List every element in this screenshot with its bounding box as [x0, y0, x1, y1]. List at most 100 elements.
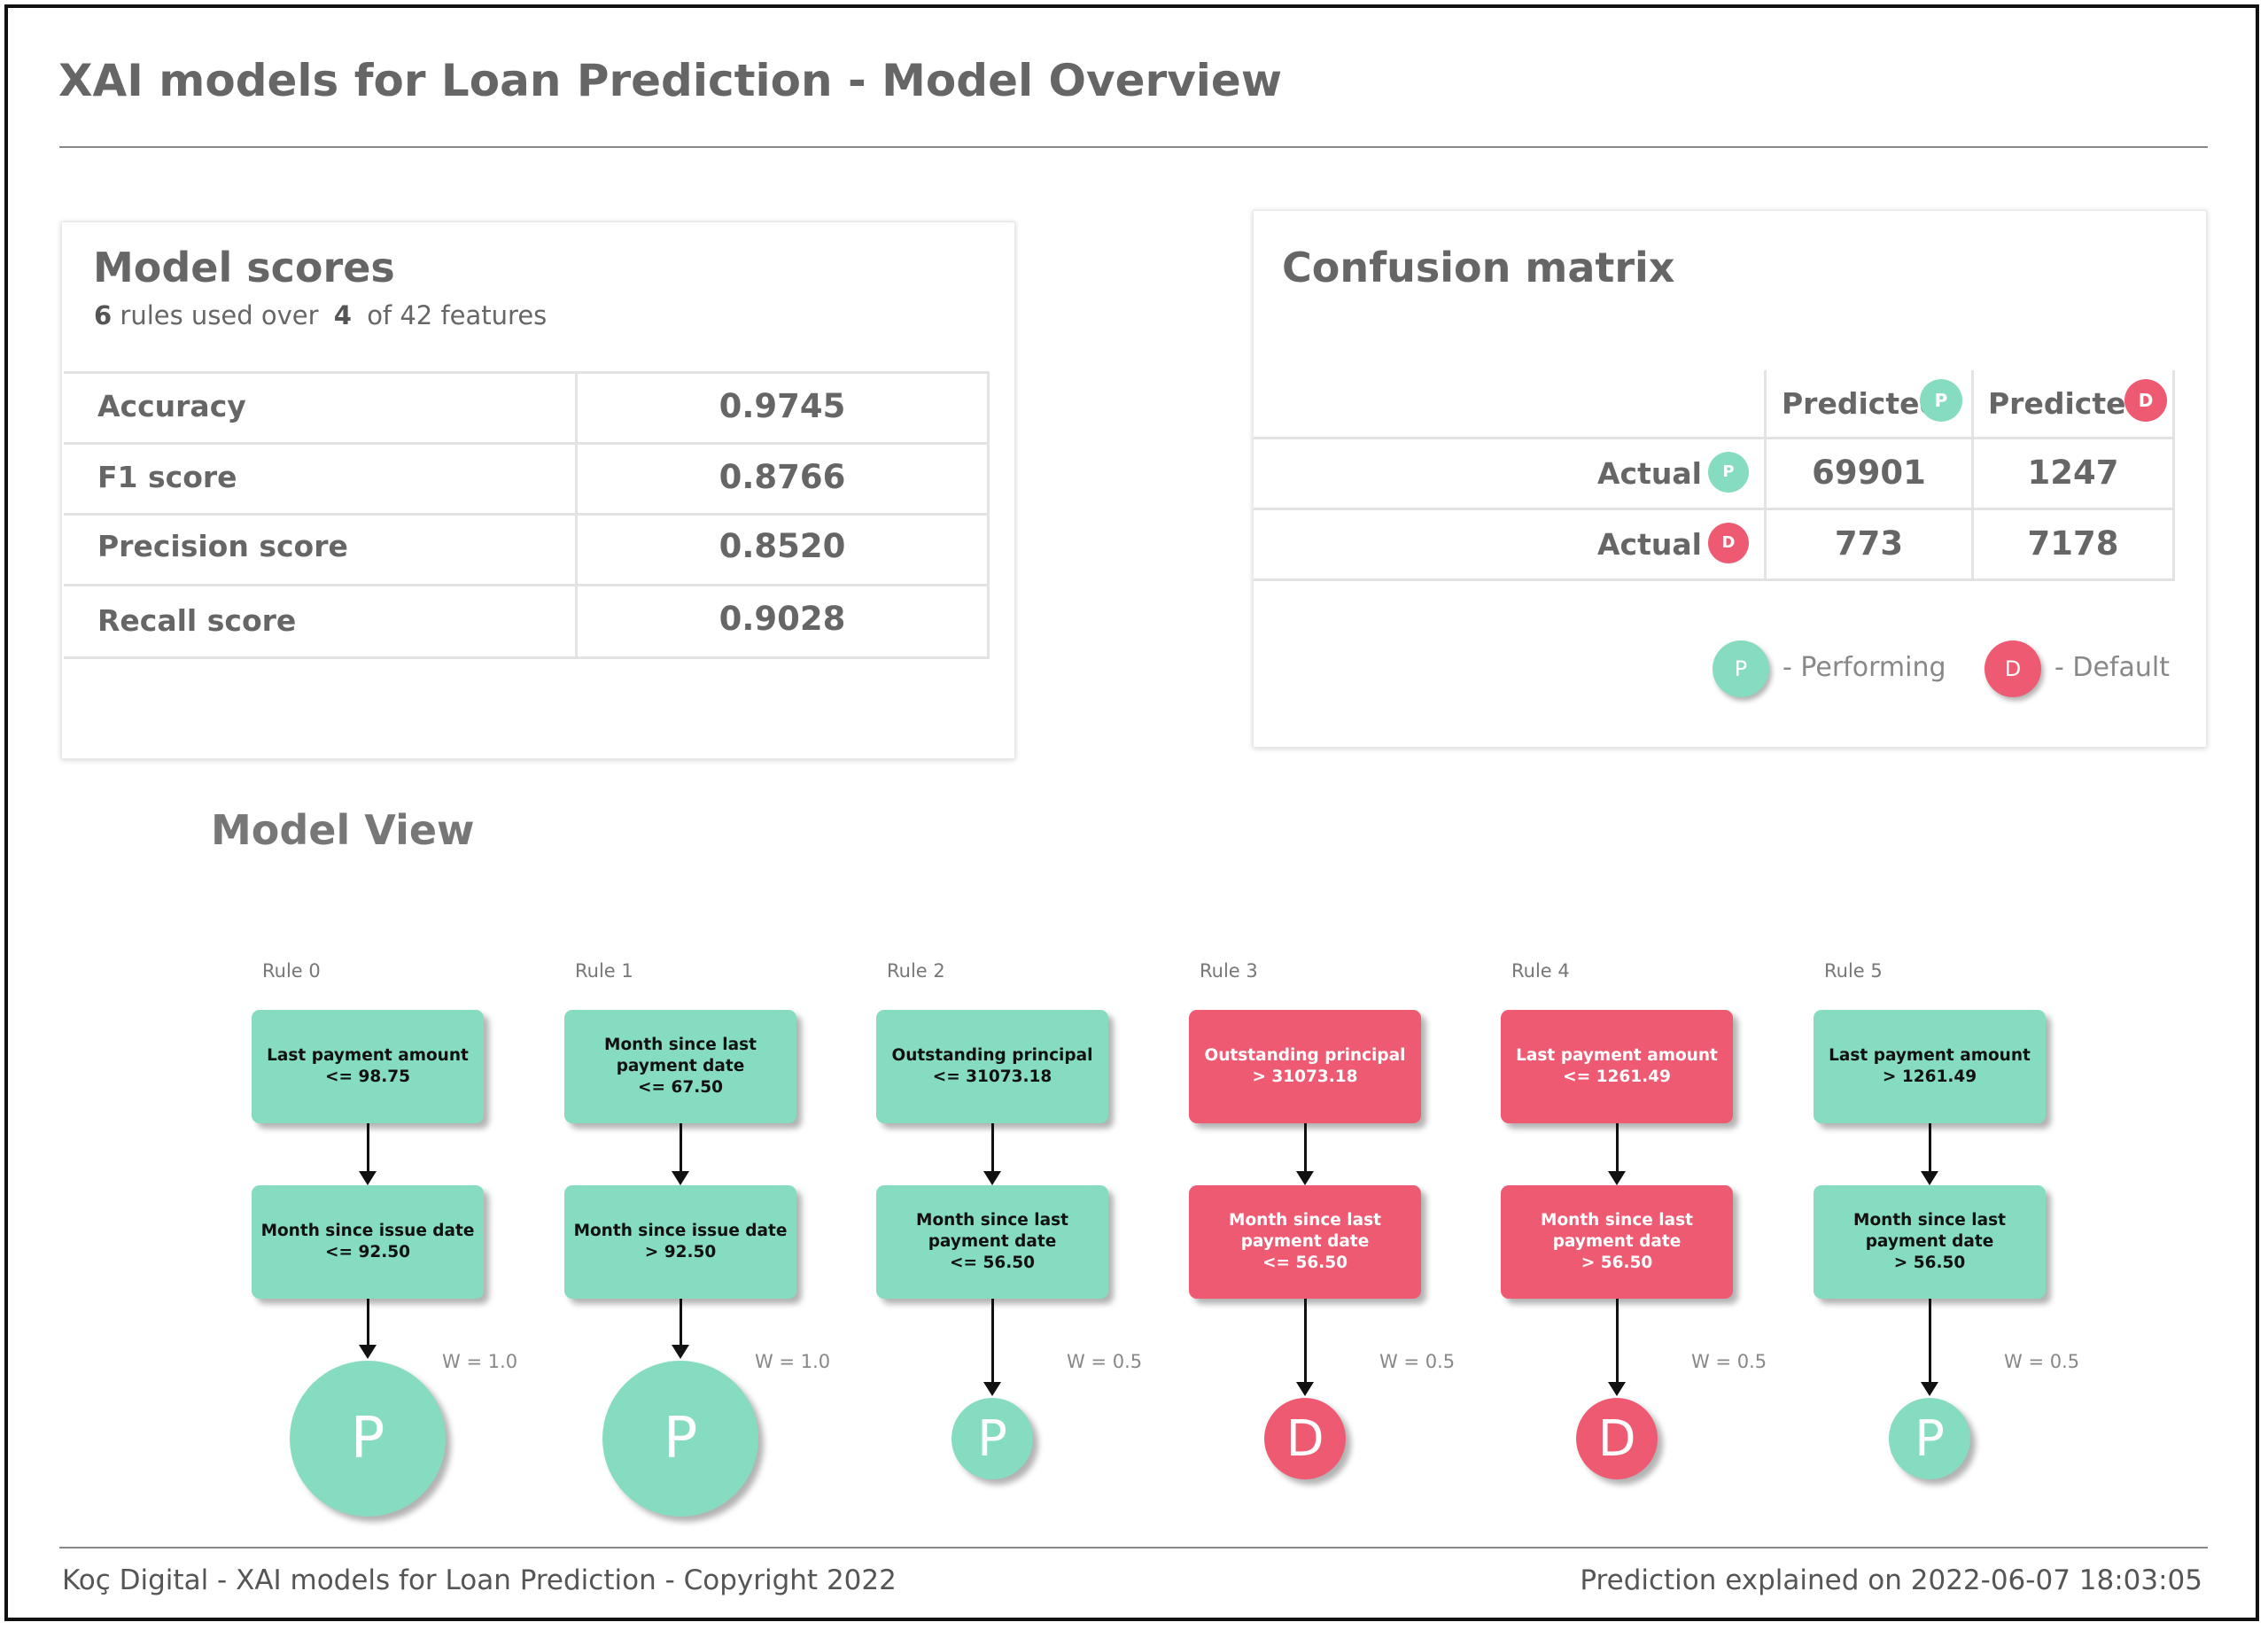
features-text: of 42 features [367, 300, 548, 330]
performing-outcome-icon: P [602, 1361, 758, 1517]
flow-arrow [990, 1299, 994, 1384]
model-scores-title: Model scores [93, 244, 395, 291]
condition-line: Month since last [1229, 1211, 1381, 1230]
default-badge-icon: D [1708, 523, 1749, 563]
matrix-cell: 773 [1834, 524, 1904, 563]
rule-condition-node: Last payment amount <= 98.75 [252, 1010, 484, 1123]
condition-line: Last payment amount [267, 1046, 469, 1065]
rule-label: Rule 2 [887, 960, 945, 982]
condition-line: Month since last [1853, 1211, 2006, 1230]
outcome-letter: P [977, 1409, 1007, 1468]
rule-weight: W = 1.0 [442, 1351, 518, 1372]
table-rule [64, 584, 990, 586]
badge-letter: P [1734, 656, 1748, 681]
condition-line: <= 67.50 [638, 1078, 723, 1097]
badge-letter: D [1721, 533, 1736, 552]
condition-line: Month since issue date [573, 1222, 788, 1240]
default-legend-icon: D [1984, 640, 2041, 697]
performing-badge-icon: P [1920, 379, 1962, 422]
arrow-head-icon [359, 1171, 377, 1185]
predicted-p-header: Predicted [1782, 386, 1940, 421]
flow-arrow [679, 1123, 682, 1173]
condition-line: > 56.50 [1893, 1254, 1966, 1272]
condition-line: Month since last [604, 1036, 757, 1054]
score-value: 0.9028 [718, 600, 846, 638]
footer-copyright: Koç Digital - XAI models for Loan Predic… [62, 1564, 897, 1596]
flow-arrow [1615, 1299, 1619, 1384]
condition-line: Month since last [1541, 1211, 1693, 1230]
score-value: 0.9745 [718, 387, 846, 425]
condition-line: Outstanding principal [891, 1046, 1093, 1065]
features-used-count: 4 [333, 300, 352, 330]
score-value: 0.8520 [718, 527, 846, 565]
score-label: Precision score [97, 529, 348, 563]
condition-line: Month since issue date [260, 1222, 475, 1240]
condition-line: payment date [616, 1057, 745, 1075]
rule-label: Rule 3 [1200, 960, 1258, 982]
rule-weight: W = 0.5 [1067, 1351, 1143, 1372]
condition-line: <= 98.75 [325, 1067, 410, 1086]
footer-timestamp: Prediction explained on 2022-06-07 18:03… [1580, 1564, 2202, 1596]
matrix-rule [1254, 508, 2175, 510]
matrix-divider [1764, 370, 1767, 581]
predicted-d-header: Predicted [1988, 386, 2147, 421]
rule-condition-node: Last payment amount <= 1261.49 [1501, 1010, 1733, 1123]
arrow-head-icon [983, 1382, 1001, 1396]
arrow-head-icon [359, 1345, 377, 1359]
arrow-head-icon [983, 1171, 1001, 1185]
score-label: Recall score [97, 603, 297, 638]
rules-count: 6 [94, 300, 113, 330]
default-outcome-icon: D [1576, 1398, 1658, 1479]
outcome-letter: P [663, 1406, 698, 1471]
condition-line: <= 31073.18 [932, 1067, 1052, 1086]
title-divider [59, 146, 2208, 148]
condition-line: Month since last [916, 1211, 1068, 1230]
badge-letter: P [1934, 390, 1948, 411]
default-outcome-icon: D [1264, 1398, 1346, 1479]
score-value: 0.8766 [718, 458, 846, 496]
rule-condition-node: Month since last payment date <= 56.50 [876, 1185, 1108, 1299]
arrow-head-icon [672, 1345, 689, 1359]
rule-condition-node: Month since issue date > 92.50 [564, 1185, 796, 1299]
rule-label: Rule 0 [262, 960, 321, 982]
table-rule [64, 371, 990, 374]
performing-outcome-icon: P [951, 1398, 1033, 1479]
page-title: XAI models for Loan Prediction - Model O… [58, 55, 1283, 106]
badge-letter: D [2004, 656, 2022, 681]
actual-d-label: Actual - [1597, 527, 1725, 562]
rule-condition-node: Last payment amount > 1261.49 [1814, 1010, 2046, 1123]
performing-outcome-icon: P [1889, 1398, 1970, 1479]
rule-weight: W = 0.5 [1379, 1351, 1456, 1372]
performing-outcome-icon: P [290, 1361, 446, 1517]
badge-letter: D [2138, 390, 2154, 411]
condition-line: Outstanding principal [1204, 1046, 1406, 1065]
condition-line: <= 56.50 [950, 1254, 1035, 1272]
table-rule [64, 442, 990, 445]
score-label: Accuracy [97, 389, 246, 423]
condition-line: > 56.50 [1581, 1254, 1653, 1272]
condition-line: Last payment amount [1829, 1046, 2031, 1065]
matrix-cell: 1247 [2027, 454, 2119, 492]
table-divider [575, 371, 578, 659]
rule-weight: W = 1.0 [755, 1351, 831, 1372]
default-legend-label: - Default [2054, 652, 2170, 683]
flow-arrow [1615, 1123, 1619, 1173]
flow-arrow [679, 1299, 682, 1347]
arrow-head-icon [1608, 1382, 1626, 1396]
condition-line: payment date [1552, 1232, 1682, 1251]
predicted-label: Predicted [1782, 386, 1941, 421]
rule-label: Rule 1 [575, 960, 633, 982]
matrix-cell: 69901 [1812, 454, 1926, 492]
matrix-rule [1254, 437, 2175, 439]
table-rule [64, 656, 990, 659]
rule-condition-node: Outstanding principal <= 31073.18 [876, 1010, 1108, 1123]
outcome-letter: P [1915, 1409, 1945, 1468]
flow-arrow [366, 1299, 369, 1347]
outcome-letter: P [350, 1406, 385, 1471]
rule-condition-node: Month since last payment date > 56.50 [1501, 1185, 1733, 1299]
flow-arrow [1928, 1299, 1931, 1384]
performing-legend-icon: P [1713, 640, 1769, 697]
condition-line: <= 1261.49 [1563, 1067, 1671, 1086]
flow-arrow [1928, 1123, 1931, 1173]
rule-condition-node: Month since last payment date <= 67.50 [564, 1010, 796, 1123]
